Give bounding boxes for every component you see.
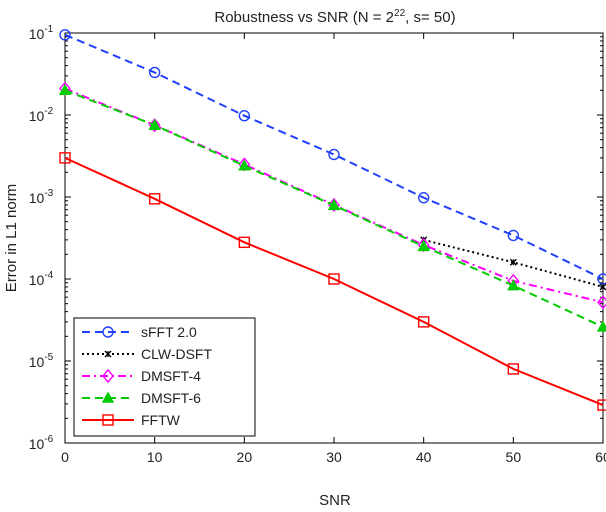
legend-label: DMSFT-4 <box>141 368 201 384</box>
chart-title-exponent: 22 <box>394 8 406 19</box>
series-clw-dsft-marker <box>509 258 517 266</box>
chart-title-main: Robustness vs SNR (N = 2 <box>214 9 394 26</box>
series-clw-dsft-marker <box>599 283 606 291</box>
legend-item-clw-dsft: CLW-DSFT <box>82 346 212 362</box>
series-dmsft-6-marker <box>148 118 161 130</box>
x-axis-label: SNR <box>319 492 351 509</box>
series-sfft-2-0-marker <box>238 110 251 122</box>
series-fftw-marker <box>148 193 161 205</box>
series-sfft-2-0-marker <box>328 148 340 161</box>
y-tick-label: 10-5 <box>29 352 54 370</box>
legend-label: CLW-DSFT <box>141 346 212 362</box>
legend-label: DMSFT-6 <box>141 390 201 406</box>
legend-label: FFTW <box>141 412 181 428</box>
x-tick-label: 10 <box>147 449 163 465</box>
series-dmsft-6-marker <box>327 198 341 211</box>
legend-item-dmsft-4: DMSFT-4 <box>82 368 201 384</box>
series-layer <box>58 29 606 411</box>
x-tick-label: 60 <box>595 449 606 465</box>
series-fftw-marker <box>238 236 251 249</box>
x-tick-label: 30 <box>326 449 342 465</box>
chart-title-rest: , s= 50) <box>405 9 455 26</box>
x-axis-ticks: 0 10 20 30 40 50 60 <box>61 33 606 465</box>
legend-item-fftw: FFTW <box>82 412 181 428</box>
legend: sFFT 2.0 CLW-DSFT DMSFT-4 DMSFT-6 FFTW <box>73 317 256 437</box>
legend-marker <box>104 350 112 358</box>
y-tick-label: 10-4 <box>29 270 54 288</box>
series-sfft-2-0-marker <box>59 29 71 41</box>
legend-marker <box>102 326 114 338</box>
x-tick-label: 40 <box>416 449 432 465</box>
series-line-sfft-2-0 <box>64 33 604 280</box>
series-sfft-2-0-marker <box>417 192 430 204</box>
y-axis-label: Error in L1 norm <box>3 184 20 292</box>
series-fftw-marker <box>597 399 606 411</box>
legend-marker <box>102 368 114 384</box>
series-sfft-2-0-marker <box>507 229 520 242</box>
legend-items: sFFT 2.0 CLW-DSFT DMSFT-4 DMSFT-6 FFTW <box>82 324 212 428</box>
series-fftw-marker <box>507 363 520 375</box>
y-tick-label: 10-2 <box>29 106 54 124</box>
series-dmsft-6-marker <box>417 239 430 252</box>
legend-label: sFFT 2.0 <box>141 324 197 340</box>
y-tick-label: 10-6 <box>29 434 54 452</box>
x-tick-label: 20 <box>237 449 253 465</box>
series-fftw-marker <box>328 273 340 285</box>
series-fftw <box>59 152 606 411</box>
series-dmsft-6-marker <box>507 279 520 291</box>
legend-marker <box>102 414 114 426</box>
series-dmsft-6-marker <box>58 83 72 96</box>
x-tick-label: 50 <box>506 449 522 465</box>
y-tick-label: 10-3 <box>29 188 54 206</box>
series-fftw-marker <box>417 316 430 328</box>
y-tick-label: 10-1 <box>29 24 54 42</box>
legend-item-dmsft-6: DMSFT-6 <box>82 390 201 406</box>
series-line-fftw <box>64 156 604 407</box>
y-axis-ticks: 10-6 10-5 10-4 10-3 10-2 10-1 <box>29 24 603 452</box>
series-line-clw-dsft <box>423 238 604 288</box>
x-tick-label: 0 <box>61 449 69 465</box>
series-sfft-2-0-marker <box>148 66 161 79</box>
series-dmsft-6-marker <box>238 159 251 171</box>
legend-item-sfft-2-0: sFFT 2.0 <box>82 324 197 340</box>
series-dmsft-4-marker <box>597 295 606 310</box>
series-dmsft-6 <box>58 83 606 332</box>
chart-title: Robustness vs SNR (N = 222, s= 50) <box>214 8 455 26</box>
legend-marker <box>101 391 115 403</box>
series-fftw-marker <box>59 152 71 164</box>
